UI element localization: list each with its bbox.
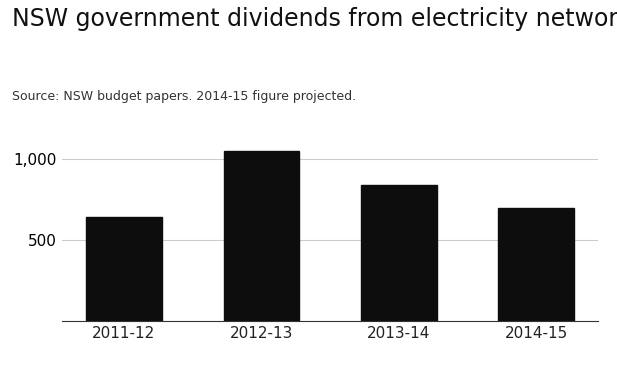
Bar xyxy=(86,217,162,321)
Text: NSW government dividends from electricity networks, $m: NSW government dividends from electricit… xyxy=(12,7,617,31)
Text: Source: NSW budget papers. 2014-15 figure projected.: Source: NSW budget papers. 2014-15 figur… xyxy=(12,90,357,103)
Bar xyxy=(361,185,437,321)
Bar xyxy=(499,208,574,321)
Bar xyxy=(223,151,299,321)
